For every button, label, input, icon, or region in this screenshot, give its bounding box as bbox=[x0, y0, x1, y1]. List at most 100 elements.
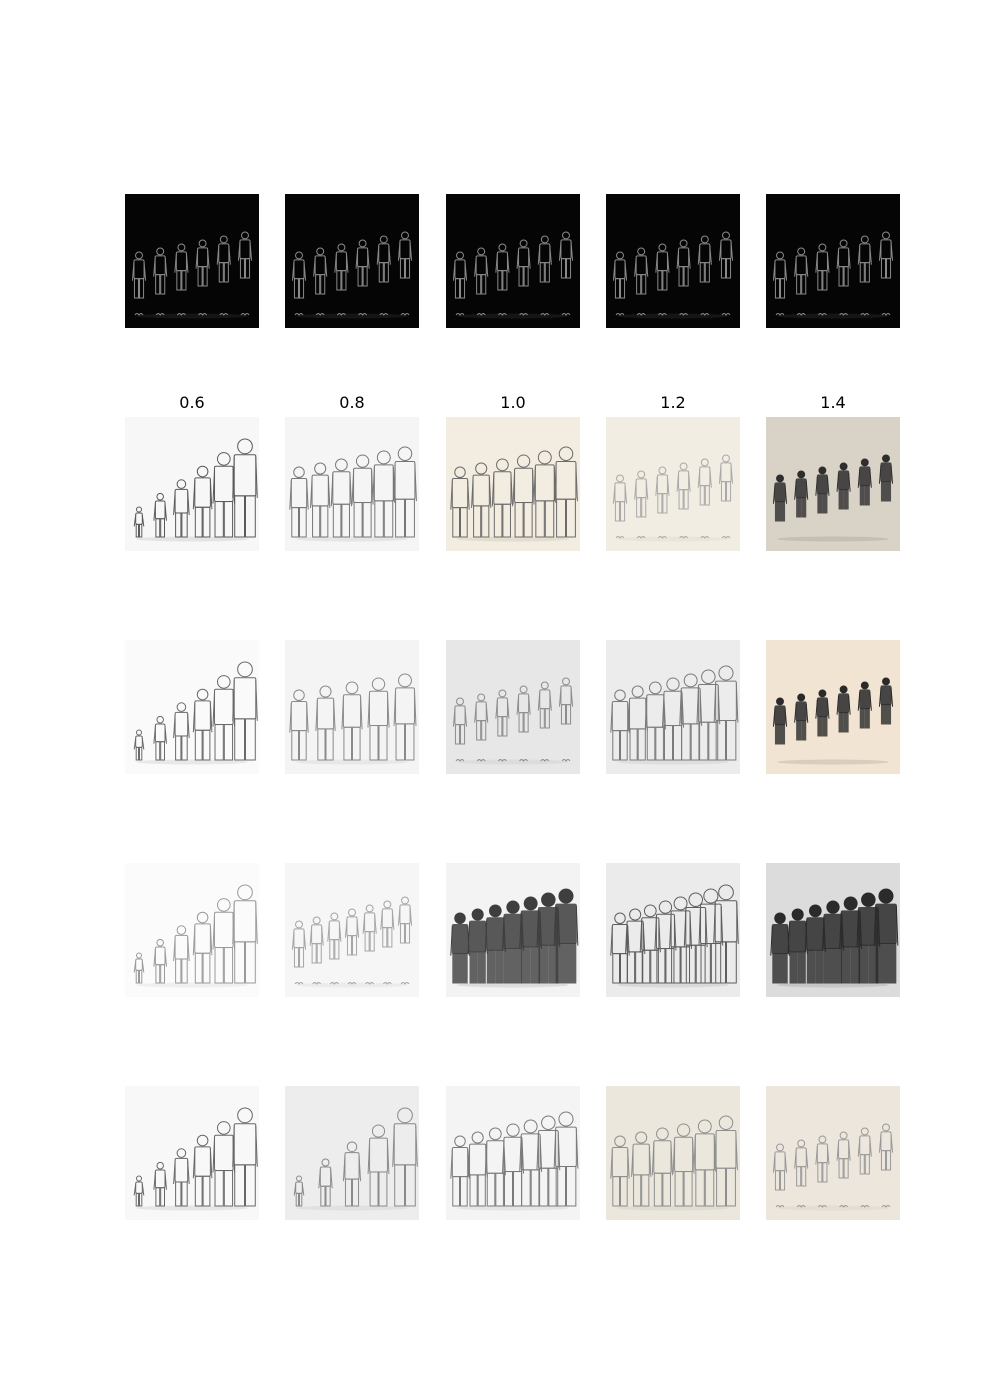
figure bbox=[669, 896, 693, 984]
figure bbox=[355, 239, 370, 287]
figure bbox=[397, 231, 413, 279]
figure bbox=[679, 673, 703, 761]
figure bbox=[392, 1107, 418, 1207]
generated-sketch-image bbox=[125, 640, 259, 774]
figure bbox=[794, 247, 809, 295]
figure bbox=[634, 470, 649, 518]
figure bbox=[873, 888, 899, 984]
figure bbox=[655, 466, 670, 514]
ground-mark bbox=[455, 313, 465, 316]
generated-sketch-image bbox=[606, 417, 740, 551]
figure bbox=[558, 677, 574, 725]
ground-mark bbox=[615, 536, 625, 539]
figure bbox=[770, 912, 790, 984]
generated-sketch-image bbox=[766, 1086, 900, 1220]
figure bbox=[310, 462, 331, 538]
ground-mark bbox=[294, 313, 304, 316]
figure bbox=[133, 952, 145, 984]
figure bbox=[857, 681, 872, 729]
ground-mark bbox=[240, 313, 250, 316]
generated-sketch-image bbox=[606, 1086, 740, 1220]
figure bbox=[173, 1148, 190, 1207]
figure bbox=[836, 685, 851, 733]
figure bbox=[133, 1175, 145, 1207]
figure bbox=[474, 693, 489, 741]
figure bbox=[334, 243, 349, 291]
figure bbox=[815, 689, 830, 737]
figure bbox=[293, 1175, 305, 1207]
figure bbox=[315, 685, 336, 761]
figure bbox=[554, 446, 578, 538]
figure bbox=[216, 235, 231, 283]
ground-mark bbox=[817, 313, 827, 316]
column-label: 1.0 bbox=[500, 393, 526, 412]
ground-mark bbox=[615, 313, 625, 316]
ground-shadow bbox=[296, 313, 408, 319]
ground-shadow bbox=[296, 536, 408, 542]
ground-mark bbox=[775, 1205, 785, 1208]
ground-shadow bbox=[617, 759, 729, 765]
generated-sketch-image bbox=[285, 640, 419, 774]
figure bbox=[393, 446, 417, 538]
figure bbox=[772, 1143, 788, 1191]
figure bbox=[174, 243, 189, 291]
figure bbox=[474, 247, 489, 295]
figure bbox=[836, 1131, 851, 1179]
ground-shadow bbox=[777, 536, 889, 542]
generated-sketch-image bbox=[446, 863, 580, 997]
figure bbox=[133, 506, 145, 538]
figure bbox=[309, 916, 324, 964]
figure bbox=[192, 1134, 213, 1207]
figure bbox=[794, 693, 809, 741]
ground-shadow bbox=[296, 1205, 408, 1211]
figure bbox=[195, 239, 210, 287]
figure bbox=[471, 462, 492, 538]
ground-shadow bbox=[136, 759, 248, 765]
generated-sketch-image bbox=[125, 1086, 259, 1220]
figure bbox=[192, 911, 213, 984]
ground-shadow bbox=[617, 536, 729, 542]
condition-edge-image bbox=[285, 194, 419, 328]
figure bbox=[153, 247, 168, 295]
ground-mark bbox=[219, 313, 229, 316]
ground-mark bbox=[775, 313, 785, 316]
figure bbox=[291, 251, 307, 299]
figure bbox=[713, 665, 739, 761]
ground-shadow bbox=[136, 982, 248, 988]
ground-mark bbox=[721, 313, 731, 316]
figure bbox=[397, 896, 413, 944]
ground-mark bbox=[176, 313, 186, 316]
ground-mark bbox=[294, 982, 304, 985]
ground-shadow bbox=[777, 1205, 889, 1211]
ground-shadow bbox=[296, 759, 408, 765]
ground-mark bbox=[540, 313, 550, 316]
ground-mark bbox=[679, 536, 689, 539]
figure bbox=[878, 454, 894, 502]
ground-mark bbox=[817, 1205, 827, 1208]
figure bbox=[815, 1135, 830, 1183]
ground-shadow bbox=[136, 1205, 248, 1211]
ground-shadow bbox=[457, 313, 569, 319]
ground-shadow bbox=[457, 759, 569, 765]
figure bbox=[519, 1119, 543, 1207]
generated-sketch-image bbox=[125, 863, 259, 997]
ground-mark bbox=[365, 982, 375, 985]
ground-shadow bbox=[777, 313, 889, 319]
ground-mark bbox=[561, 759, 571, 762]
figure bbox=[714, 1115, 738, 1207]
ground-mark bbox=[497, 313, 507, 316]
figure bbox=[380, 900, 395, 948]
figure bbox=[313, 247, 328, 295]
figure bbox=[516, 685, 531, 733]
ground-mark bbox=[382, 982, 392, 985]
ground-shadow bbox=[617, 982, 729, 988]
figure bbox=[718, 454, 734, 502]
ground-shadow bbox=[457, 536, 569, 542]
figure bbox=[289, 689, 309, 761]
ground-mark bbox=[657, 536, 667, 539]
ground-mark bbox=[134, 313, 144, 316]
generated-sketch-image bbox=[766, 417, 900, 551]
column-label: 1.2 bbox=[660, 393, 686, 412]
figure bbox=[495, 243, 510, 291]
ground-shadow bbox=[617, 1205, 729, 1211]
